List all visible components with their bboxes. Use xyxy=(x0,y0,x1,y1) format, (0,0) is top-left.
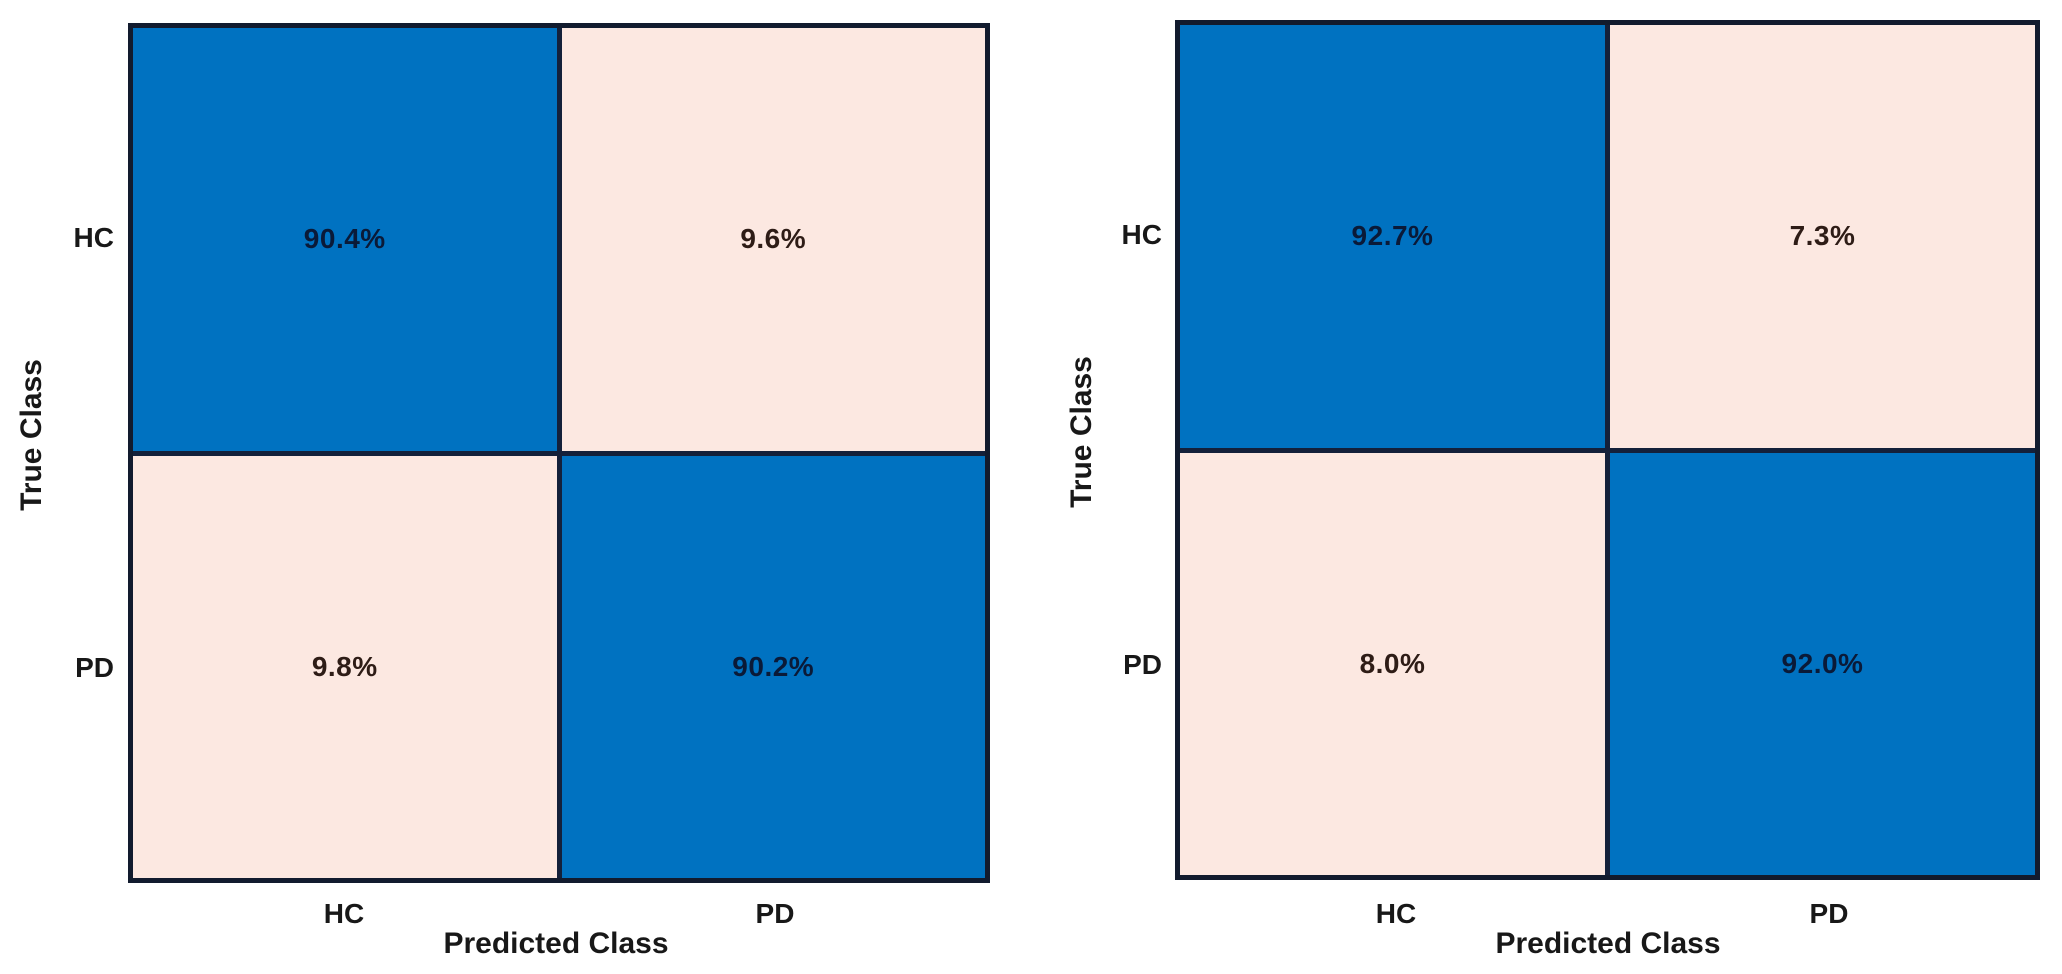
x-axis-label-left: Predicted Class xyxy=(443,927,669,960)
confusion-matrix-left: 90.4% 9.6% 9.8% 90.2% xyxy=(128,23,990,883)
x-tick-hc-left: HC xyxy=(323,898,365,929)
cell-true-pd-pred-hc-right: 8.0% xyxy=(1180,452,1605,875)
confusion-matrix-right: 92.7% 7.3% 8.0% 92.0% xyxy=(1175,20,2040,880)
cell-value: 9.6% xyxy=(740,223,807,255)
cell-true-hc-pred-pd-left: 9.6% xyxy=(561,28,985,451)
cell-true-pd-pred-pd-left: 90.2% xyxy=(561,455,985,878)
x-tick-pd-right: PD xyxy=(1809,898,1849,929)
row-label-hc-right: HC xyxy=(1121,219,1162,250)
cell-value: 8.0% xyxy=(1359,647,1426,679)
x-tick-hc-right: HC xyxy=(1375,898,1417,929)
cell-true-pd-pred-hc-left: 9.8% xyxy=(133,455,557,878)
cell-value: 9.8% xyxy=(311,650,378,682)
row-label-hc-left: HC xyxy=(73,222,114,253)
row-label-pd-right: PD xyxy=(1123,649,1162,680)
cell-true-hc-pred-hc-left: 90.4% xyxy=(133,28,557,451)
x-axis-label-right: Predicted Class xyxy=(1495,927,1721,960)
cell-value: 92.7% xyxy=(1351,220,1434,252)
cell-value: 92.0% xyxy=(1781,647,1864,679)
x-tick-pd-left: PD xyxy=(755,898,795,929)
cell-value: 90.2% xyxy=(732,650,815,682)
cell-true-hc-pred-pd-right: 7.3% xyxy=(1610,25,2035,448)
row-label-pd-left: PD xyxy=(75,652,114,683)
cell-value: 7.3% xyxy=(1789,220,1856,252)
y-axis-label-left: True Class xyxy=(15,359,48,511)
cell-true-hc-pred-hc-right: 92.7% xyxy=(1180,25,1605,448)
cell-value: 90.4% xyxy=(303,223,386,255)
y-axis-label-right: True Class xyxy=(1065,356,1098,508)
cell-true-pd-pred-pd-right: 92.0% xyxy=(1610,452,2035,875)
